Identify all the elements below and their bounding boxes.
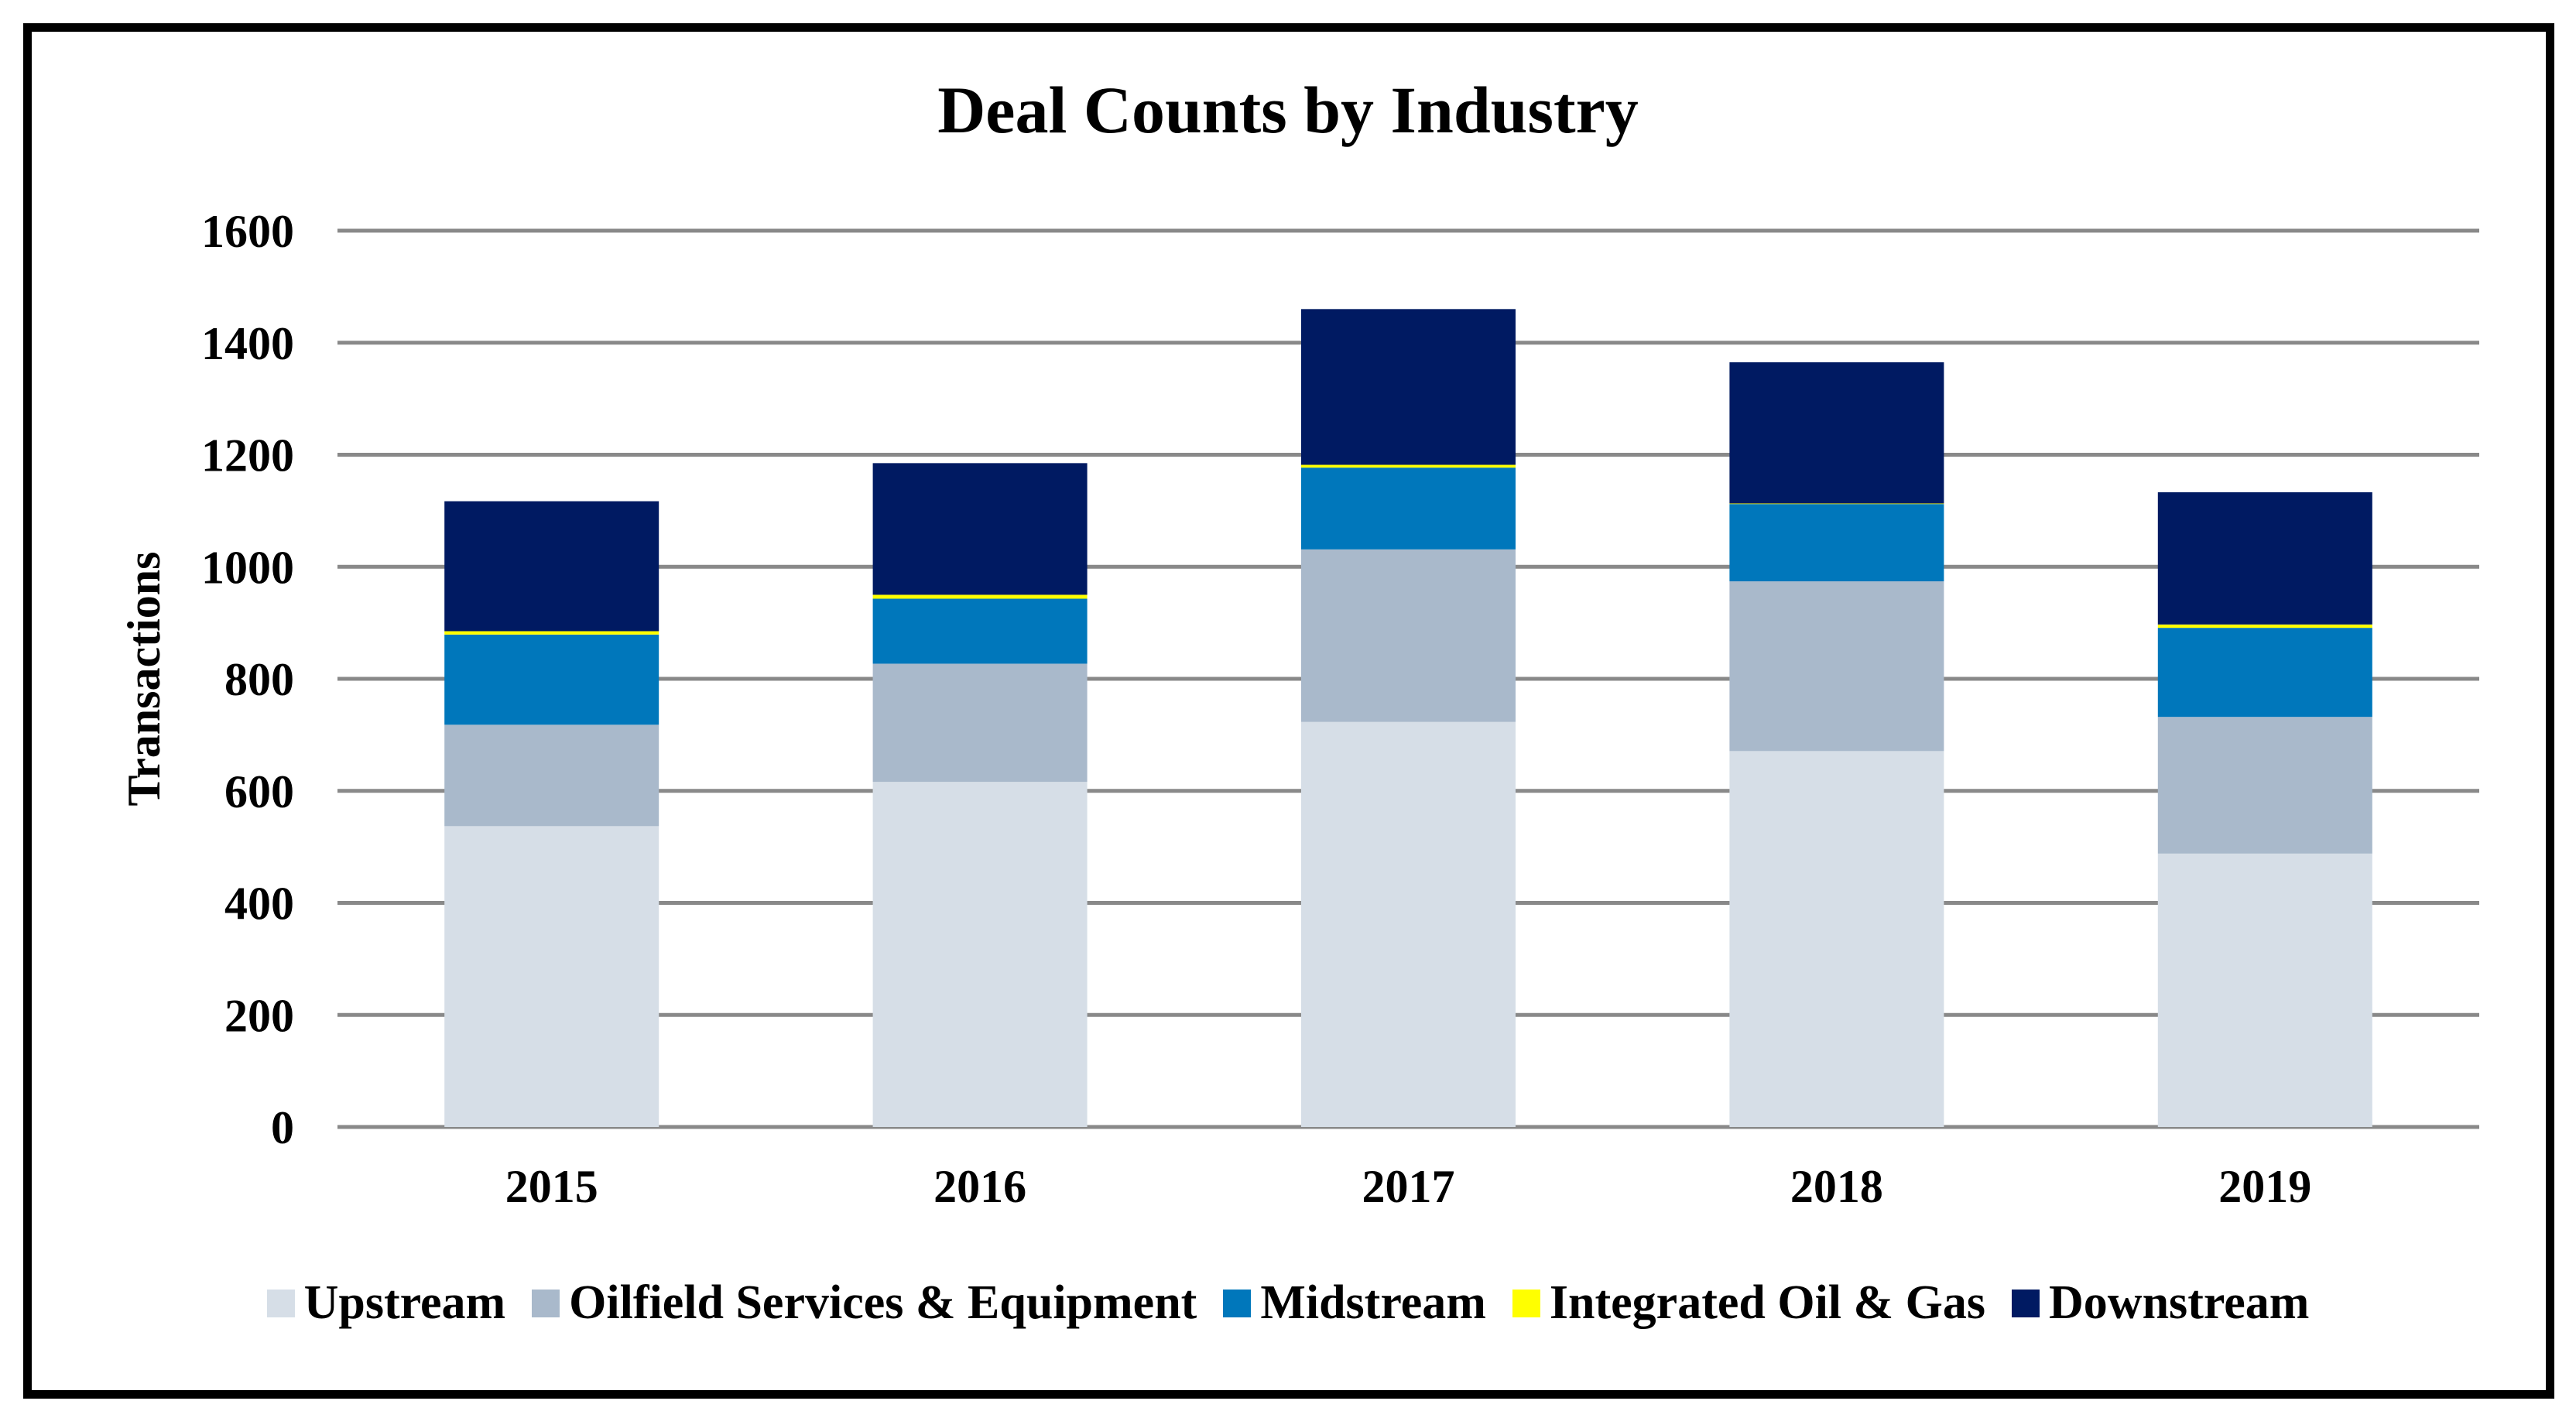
bar-midstream-2018 — [1729, 504, 1944, 582]
legend-swatch — [1512, 1289, 1540, 1317]
bar-oilfield-services-equipment-2015 — [444, 724, 659, 827]
bar-integrated-oil-gas-2018 — [1729, 503, 1944, 505]
bar-upstream-2019 — [2157, 853, 2372, 1127]
y-tick-label: 1400 — [201, 318, 294, 369]
bar-midstream-2015 — [444, 634, 659, 725]
legend-swatch — [532, 1289, 560, 1317]
legend-item: Upstream — [266, 1276, 506, 1331]
legend-item: Oilfield Services & Equipment — [532, 1276, 1197, 1331]
legend-item: Integrated Oil & Gas — [1512, 1276, 1985, 1331]
x-tick-label: 2017 — [1362, 1161, 1455, 1212]
bar-downstream-2019 — [2157, 492, 2372, 625]
legend-swatch — [266, 1289, 295, 1317]
y-tick-label: 200 — [224, 990, 294, 1041]
x-tick-label: 2016 — [933, 1161, 1026, 1212]
chart-border — [23, 23, 2554, 1399]
bar-downstream-2016 — [872, 463, 1088, 595]
bar-downstream-2015 — [444, 501, 659, 632]
y-tick-label: 1000 — [201, 542, 294, 593]
y-tick-label: 0 — [271, 1102, 294, 1153]
bar-midstream-2019 — [2157, 628, 2372, 718]
bar-integrated-oil-gas-2019 — [2157, 624, 2372, 629]
legend-item: Downstream — [2012, 1276, 2309, 1331]
legend-label: Midstream — [1260, 1276, 1486, 1329]
bar-midstream-2017 — [1301, 468, 1516, 550]
legend-swatch — [1223, 1289, 1252, 1317]
y-tick-label: 400 — [224, 879, 294, 930]
x-tick-label: 2015 — [505, 1161, 598, 1212]
legend-label: Upstream — [303, 1276, 506, 1329]
y-tick-label: 600 — [224, 766, 294, 817]
bar-upstream-2016 — [872, 782, 1088, 1127]
bar-integrated-oil-gas-2015 — [444, 631, 659, 635]
bar-oilfield-services-equipment-2018 — [1729, 581, 1944, 752]
chart-title: Deal Counts by Industry — [937, 73, 1639, 147]
y-tick-label: 1200 — [201, 430, 294, 481]
bar-integrated-oil-gas-2017 — [1301, 464, 1516, 468]
y-tick-label: 1600 — [201, 206, 294, 257]
bar-oilfield-services-equipment-2016 — [872, 663, 1088, 783]
bar-upstream-2017 — [1301, 721, 1516, 1127]
legend-label: Oilfield Services & Equipment — [569, 1276, 1197, 1329]
x-tick-label: 2018 — [1790, 1161, 1883, 1212]
legend-item: Midstream — [1223, 1276, 1486, 1331]
bar-upstream-2018 — [1729, 751, 1944, 1127]
bar-midstream-2016 — [872, 598, 1088, 664]
bar-oilfield-services-equipment-2019 — [2157, 717, 2372, 854]
legend-swatch — [2012, 1289, 2040, 1317]
legend-label: Downstream — [2049, 1276, 2310, 1329]
bar-oilfield-services-equipment-2017 — [1301, 549, 1516, 722]
bar-upstream-2015 — [444, 826, 659, 1127]
y-tick-label: 800 — [224, 654, 294, 705]
bar-integrated-oil-gas-2016 — [872, 594, 1088, 599]
legend: Upstream Oilfield Services & Equipment Mid… — [0, 1276, 2576, 1331]
bar-downstream-2017 — [1301, 309, 1516, 465]
legend-label: Integrated Oil & Gas — [1549, 1276, 1986, 1329]
x-tick-label: 2019 — [2218, 1161, 2311, 1212]
y-axis-label: Transactions — [118, 552, 170, 807]
bar-downstream-2018 — [1729, 362, 1944, 504]
